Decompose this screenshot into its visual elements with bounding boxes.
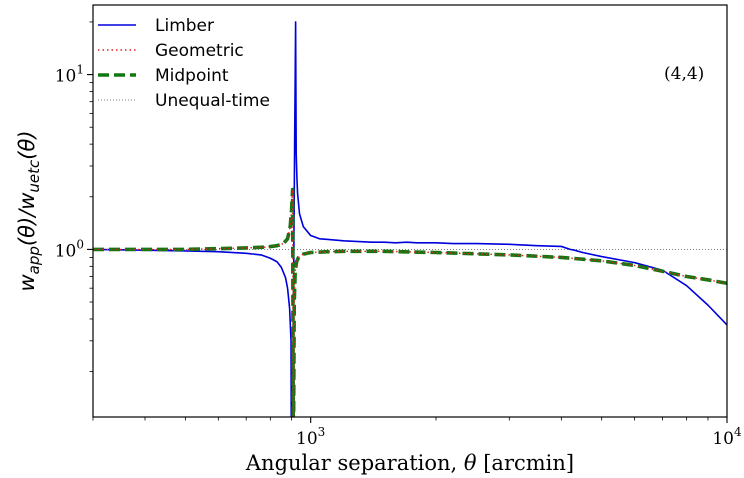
y-label-mid: (θ)/ (15, 208, 39, 246)
y-label-end: (θ) (15, 130, 39, 159)
series-line-geometric (93, 188, 727, 417)
x-axis-label: Angular separation, θ [arcmin] (245, 451, 574, 475)
legend-label-geometric: Geometric (155, 41, 244, 61)
tick-labels: 103 104 100 101 (55, 63, 742, 449)
y-label-w1: w (15, 274, 39, 292)
y-tick-label-0: 100 (55, 237, 84, 261)
legend-label-midpoint: Midpoint (155, 66, 229, 86)
ticks-layer (87, 21, 728, 423)
x-tick-label-4: 104 (712, 425, 742, 449)
y-label-sub2: uetc (25, 159, 43, 193)
plot-area-frame (92, 4, 728, 418)
legend-label-limber: Limber (155, 16, 214, 36)
x-axis-label-prefix: Angular separation, (245, 451, 464, 475)
y-axis-label: wapp(θ)/wuetc(θ) (15, 130, 43, 291)
legend: Limber Geometric Midpoint Unequal-time (98, 16, 270, 111)
series-line-limber (93, 21, 727, 417)
series-line-midpoint (93, 187, 727, 417)
panel-annotation: (4,4) (664, 64, 704, 84)
y-tick-label-1: 101 (55, 63, 84, 87)
x-axis-label-symbol: θ (464, 451, 477, 475)
y-label-sub1: app (25, 246, 43, 274)
series-layer (93, 21, 727, 417)
x-axis-label-suffix: [arcmin] (477, 451, 575, 475)
legend-label-unequal-time: Unequal-time (155, 91, 270, 111)
x-tick-label-3: 103 (296, 425, 325, 449)
y-label-w2: w (15, 192, 39, 210)
